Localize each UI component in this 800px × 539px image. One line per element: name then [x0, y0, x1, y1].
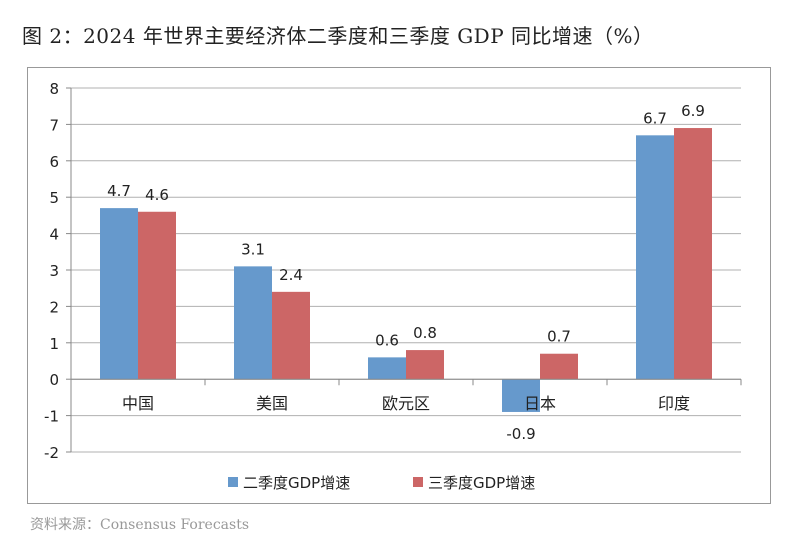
data-label: 2.4 — [279, 266, 303, 284]
bar — [502, 379, 540, 412]
bar — [406, 350, 444, 380]
data-label: 0.7 — [547, 328, 571, 346]
y-tick-label: -2 — [44, 444, 59, 462]
data-label: 4.6 — [145, 186, 169, 204]
y-tick-label: 2 — [49, 298, 59, 316]
x-tick-label: 印度 — [658, 394, 690, 413]
source-note: 资料来源：Consensus Forecasts — [30, 517, 250, 533]
data-label: 4.7 — [107, 182, 131, 200]
bar — [540, 353, 578, 380]
legend-label: 三季度GDP增速 — [428, 474, 535, 492]
x-tick-label: 日本 — [524, 394, 556, 413]
data-label: 0.8 — [413, 324, 437, 342]
bar — [100, 208, 138, 380]
data-label: 3.1 — [241, 240, 265, 258]
bar — [272, 291, 310, 380]
y-tick-label: -1 — [44, 408, 59, 426]
bar — [674, 128, 712, 380]
y-tick-label: 3 — [49, 262, 59, 280]
data-label: 0.6 — [375, 331, 399, 349]
bar — [636, 135, 674, 380]
x-tick-label: 美国 — [256, 394, 288, 413]
y-tick-label: 8 — [49, 80, 59, 98]
x-tick-label: 欧元区 — [382, 394, 430, 413]
bar — [234, 266, 272, 380]
bar — [138, 211, 176, 380]
y-tick-label: 6 — [49, 153, 59, 171]
data-label: -0.9 — [506, 425, 535, 443]
chart-title: 图 2：2024 年世界主要经济体二季度和三季度 GDP 同比增速（%） — [22, 24, 654, 48]
bar — [368, 357, 406, 380]
y-tick-label: 7 — [49, 116, 59, 134]
data-label: 6.7 — [643, 109, 667, 127]
legend-label: 二季度GDP增速 — [243, 474, 350, 492]
legend-swatch — [228, 477, 238, 487]
legend-swatch — [413, 477, 423, 487]
y-tick-label: 0 — [49, 371, 59, 389]
y-tick-label: 1 — [49, 335, 59, 353]
y-tick-label: 4 — [49, 226, 59, 244]
x-tick-label: 中国 — [122, 394, 154, 413]
chart-frame — [27, 67, 771, 504]
y-tick-label: 5 — [49, 189, 59, 207]
data-label: 6.9 — [681, 102, 705, 120]
